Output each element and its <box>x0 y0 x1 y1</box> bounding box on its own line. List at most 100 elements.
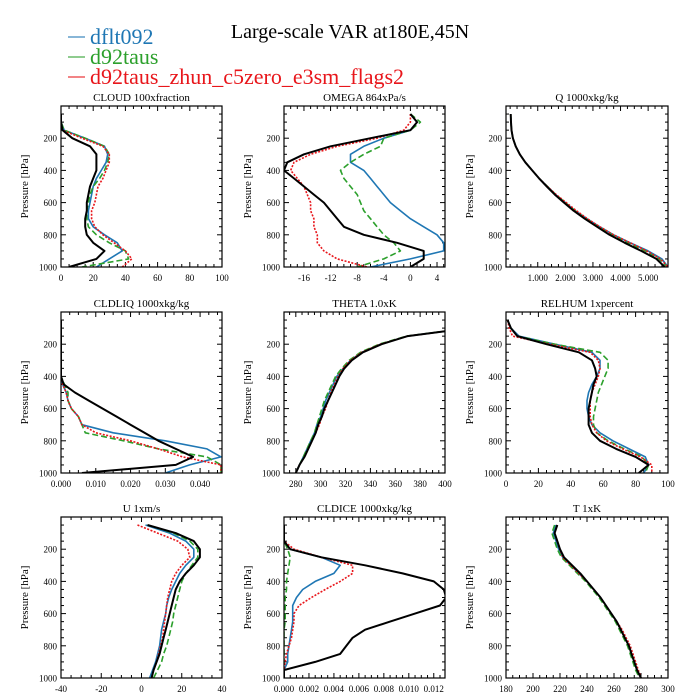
y-tick-label: 200 <box>267 340 281 350</box>
panel-title: T 1xK <box>573 503 601 515</box>
legend-label-r: d92taus_zhun_c5zero_e3sm_flags2 <box>90 64 404 89</box>
x-tick-label: 0.008 <box>374 684 395 694</box>
x-tick-label: 0.004 <box>324 684 345 694</box>
y-axis-label: Pressure [hPa] <box>242 361 254 425</box>
series-group <box>506 319 653 473</box>
panel-title: U 1xm/s <box>123 503 161 515</box>
y-axis-label: Pressure [hPa] <box>19 566 31 630</box>
x-tick-label: -4 <box>380 273 388 283</box>
x-tick-label: 240 <box>580 684 594 694</box>
series-line-d92taus <box>147 524 199 678</box>
y-tick-label: 600 <box>489 198 503 208</box>
y-tick-label: 200 <box>489 134 503 144</box>
y-tick-label: 600 <box>267 609 281 619</box>
panel-q: Q 1000xkg/kg Pressure [hPa] 200 400 600 800 10… <box>464 92 669 283</box>
plot-frame <box>505 516 669 679</box>
y-axis-label: Pressure [hPa] <box>464 155 476 219</box>
series-line-black <box>147 524 201 678</box>
series-line-black <box>61 320 195 473</box>
panel-theta: THETA 1.0xK Pressure [hPa] 200 400 600 800 100… <box>242 298 452 489</box>
plot-frame <box>283 516 446 679</box>
x-tick-label: 260 <box>607 684 621 694</box>
plot-frame <box>505 105 669 268</box>
y-axis-label: Pressure [hPa] <box>19 361 31 425</box>
panel-title: RELHUM 1xpercent <box>541 298 634 310</box>
y-tick-label: 600 <box>267 404 281 414</box>
y-tick-label: 800 <box>44 641 58 651</box>
x-tick-label: 40 <box>218 684 228 694</box>
plot-frame <box>505 311 669 474</box>
y-tick-label: 600 <box>44 404 58 414</box>
x-tick-label: 20 <box>177 684 187 694</box>
series-line-d92taus_zhun_c5zero_e3sm_flags2 <box>61 114 133 267</box>
x-tick-label: 180 <box>499 684 513 694</box>
series-line-black <box>509 113 666 267</box>
y-tick-label: 200 <box>44 134 58 144</box>
plot-frame <box>60 311 223 474</box>
x-tick-label: 340 <box>364 479 378 489</box>
x-tick-label: 4 <box>435 273 440 283</box>
x-tick-label: 220 <box>553 684 567 694</box>
legend: dflt092d92tausd92taus_zhun_c5zero_e3sm_f… <box>68 24 404 89</box>
y-tick-label: 1000 <box>484 263 503 273</box>
plot-frame <box>60 105 223 268</box>
x-tick-label: 0.012 <box>424 684 444 694</box>
x-tick-label: 100 <box>661 479 675 489</box>
x-tick-label: 0 <box>504 479 509 489</box>
panel-cldice: CLDICE 1000xkg/kg Pressure [hPa] 200 400 600… <box>242 503 446 694</box>
y-axis-label: Pressure [hPa] <box>242 566 254 630</box>
y-tick-label: 800 <box>267 436 281 446</box>
x-tick-label: 60 <box>153 273 163 283</box>
y-axis-label: Pressure [hPa] <box>19 155 31 219</box>
y-tick-label: 600 <box>44 198 58 208</box>
y-tick-label: 400 <box>44 577 58 587</box>
x-tick-label: -20 <box>95 684 107 694</box>
x-tick-label: 0.020 <box>120 479 141 489</box>
y-tick-label: 800 <box>489 436 503 446</box>
panel-title: OMEGA 864xPa/s <box>323 92 406 104</box>
x-tick-label: 5.000 <box>638 273 659 283</box>
series-group <box>509 113 668 267</box>
panel-cldliq: CLDLIQ 1000xkg/kg Pressure [hPa] 200 400 600… <box>19 298 223 489</box>
series-line-d92taus <box>61 320 222 473</box>
x-tick-label: 0.030 <box>155 479 176 489</box>
x-tick-label: 400 <box>438 479 452 489</box>
series-line-black <box>61 114 106 267</box>
y-tick-label: 200 <box>44 545 58 555</box>
series-line-black <box>284 113 425 267</box>
y-tick-label: 400 <box>44 372 58 382</box>
y-tick-label: 1000 <box>262 469 281 479</box>
y-axis-label: Pressure [hPa] <box>464 361 476 425</box>
y-tick-label: 400 <box>267 577 281 587</box>
series-line-d92taus <box>551 524 641 678</box>
series-line-d92taus <box>61 114 130 267</box>
x-tick-label: 100 <box>215 273 229 283</box>
x-tick-label: 2.000 <box>555 273 576 283</box>
panel-title: THETA 1.0xK <box>332 298 397 310</box>
x-tick-label: 1.000 <box>528 273 549 283</box>
x-tick-label: 360 <box>389 479 403 489</box>
series-group <box>137 524 201 678</box>
x-tick-label: 0.010 <box>86 479 107 489</box>
y-tick-label: 800 <box>489 641 503 651</box>
y-tick-label: 600 <box>267 198 281 208</box>
series-line-black <box>553 524 642 678</box>
x-tick-label: 0.040 <box>190 479 211 489</box>
x-tick-label: 380 <box>413 479 427 489</box>
series-group <box>284 525 445 678</box>
y-tick-label: 200 <box>489 340 503 350</box>
x-tick-label: 0 <box>139 684 144 694</box>
y-tick-label: 400 <box>489 577 503 587</box>
x-tick-label: 300 <box>661 684 675 694</box>
panel-omega: OMEGA 864xPa/s Pressure [hPa] 200 400 600 800… <box>242 92 446 283</box>
panel-title: CLOUD 100xfraction <box>93 92 190 104</box>
panel-title: CLDICE 1000xkg/kg <box>317 503 413 515</box>
series-line-d92taus_zhun_c5zero_e3sm_flags2 <box>553 524 642 678</box>
x-tick-label: 0.002 <box>299 684 319 694</box>
series-line-d92taus_zhun_c5zero_e3sm_flags2 <box>137 524 191 678</box>
x-tick-label: 3.000 <box>583 273 604 283</box>
